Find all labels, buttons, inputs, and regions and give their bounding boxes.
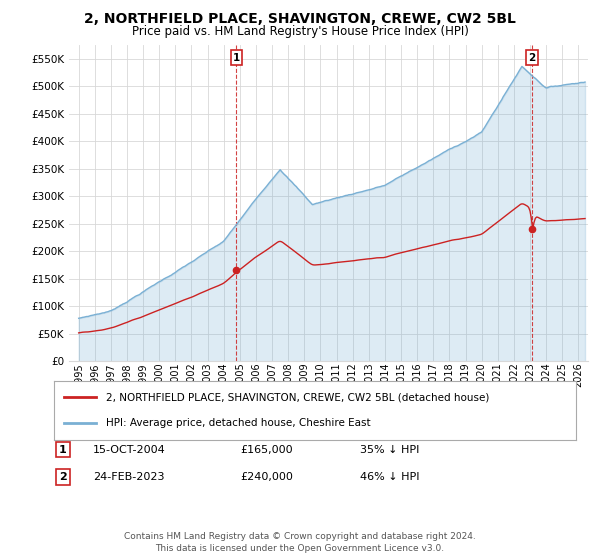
Text: Price paid vs. HM Land Registry's House Price Index (HPI): Price paid vs. HM Land Registry's House … [131, 25, 469, 38]
Text: 2, NORTHFIELD PLACE, SHAVINGTON, CREWE, CW2 5BL (detached house): 2, NORTHFIELD PLACE, SHAVINGTON, CREWE, … [106, 392, 490, 402]
Text: 15-OCT-2004: 15-OCT-2004 [93, 445, 166, 455]
Text: 46% ↓ HPI: 46% ↓ HPI [360, 472, 419, 482]
Text: £240,000: £240,000 [240, 472, 293, 482]
Text: 35% ↓ HPI: 35% ↓ HPI [360, 445, 419, 455]
Text: 2, NORTHFIELD PLACE, SHAVINGTON, CREWE, CW2 5BL: 2, NORTHFIELD PLACE, SHAVINGTON, CREWE, … [84, 12, 516, 26]
Text: 1: 1 [233, 53, 240, 63]
Text: Contains HM Land Registry data © Crown copyright and database right 2024.
This d: Contains HM Land Registry data © Crown c… [124, 533, 476, 553]
Text: 2: 2 [528, 53, 536, 63]
Text: 24-FEB-2023: 24-FEB-2023 [93, 472, 164, 482]
Text: HPI: Average price, detached house, Cheshire East: HPI: Average price, detached house, Ches… [106, 418, 371, 428]
Text: 1: 1 [59, 445, 67, 455]
Text: £165,000: £165,000 [240, 445, 293, 455]
Text: 2: 2 [59, 472, 67, 482]
